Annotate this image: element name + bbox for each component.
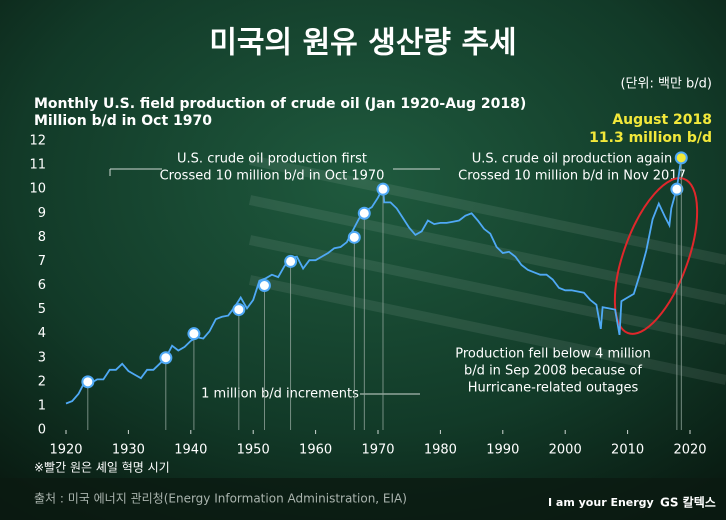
footnote: ※빨간 원은 셰일 혁명 시기 <box>34 461 170 475</box>
annotation: U.S. crude oil production first <box>177 152 367 167</box>
annotation: U.S. crude oil production again <box>472 152 673 167</box>
x-tick-label: 1970 <box>361 443 394 458</box>
point <box>187 327 201 341</box>
point <box>284 254 298 268</box>
source: 출처 : 미국 에너지 관리청(Energy Information Admin… <box>34 492 407 506</box>
flag-texture <box>248 155 726 385</box>
x-tick-label: 1940 <box>174 443 207 458</box>
connectors <box>109 168 440 395</box>
point <box>347 230 361 244</box>
point <box>232 303 246 317</box>
annotation: Crossed 10 million b/d in Nov 2017 <box>458 169 686 184</box>
annotation: Crossed 10 million b/d in Oct 1970 <box>160 169 385 184</box>
x-tick-label: 1960 <box>299 443 332 458</box>
y-tick-label: 2 <box>38 374 46 389</box>
point <box>376 182 390 196</box>
x-tick-label: 1980 <box>424 443 457 458</box>
annotation: Hurricane-related outages <box>468 381 639 396</box>
point <box>674 151 688 165</box>
logo: GS 칼텍스 <box>660 495 716 510</box>
y-tick-label: 7 <box>38 254 46 269</box>
subtitle: Million b/d in Oct 1970 <box>34 113 212 129</box>
annotation: August 2018 <box>612 112 712 128</box>
point <box>159 351 173 365</box>
y-tick-label: 11 <box>29 158 46 173</box>
y-tick-label: 0 <box>38 423 46 438</box>
y-tick-label: 6 <box>38 278 46 293</box>
point <box>357 206 371 220</box>
x-tick-label: 1990 <box>486 443 519 458</box>
point <box>670 182 684 196</box>
annotation: 1 million b/d increments <box>201 387 359 402</box>
y-tick-label: 10 <box>29 182 46 197</box>
point <box>257 279 271 292</box>
annotation: 11.3 million b/d <box>589 130 712 146</box>
y-tick-label: 9 <box>38 206 46 221</box>
y-tick-label: 8 <box>38 230 46 245</box>
y-tick-label: 1 <box>38 398 46 413</box>
y-tick-label: 4 <box>38 326 46 341</box>
title: 미국의 원유 생산량 추세 <box>209 26 516 61</box>
x-tick-label: 1930 <box>112 443 145 458</box>
shale-circle <box>613 177 699 335</box>
subtitle: Monthly U.S. field production of crude o… <box>34 96 526 112</box>
slogan: I am your Energy <box>548 496 654 509</box>
annotation: Production fell below 4 million <box>455 347 651 362</box>
footer-band <box>0 478 726 520</box>
x-tick-label: 1950 <box>237 443 270 458</box>
y-tick-label: 5 <box>38 302 46 317</box>
x-tick-label: 2020 <box>673 443 706 458</box>
y-tick-label: 3 <box>38 350 46 365</box>
point <box>81 375 95 389</box>
y-tick-label: 12 <box>29 134 46 149</box>
x-tick-label: 1920 <box>49 443 82 458</box>
annotation: b/d in Sep 2008 because of <box>464 364 642 379</box>
unit-note: (단위: 백만 b/d) <box>620 77 712 92</box>
x-tick-label: 2000 <box>549 443 582 458</box>
x-tick-label: 2010 <box>611 443 644 458</box>
